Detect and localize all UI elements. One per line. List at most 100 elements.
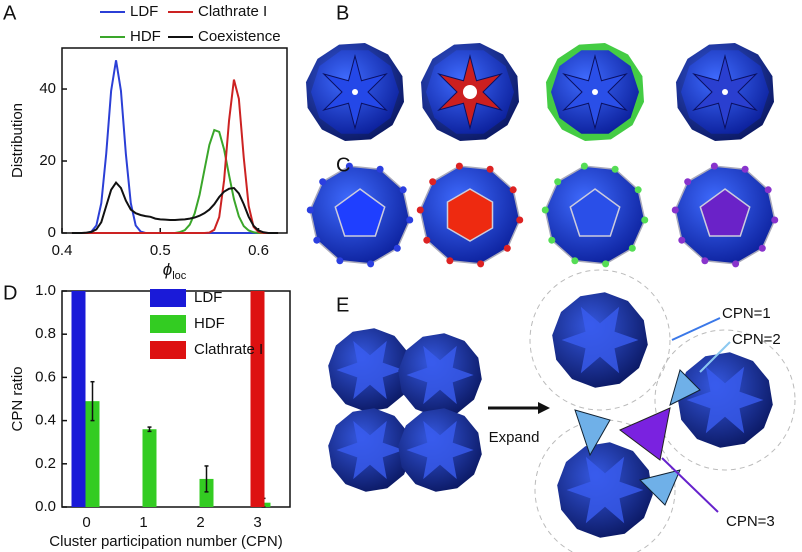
- vertex: [503, 244, 511, 252]
- vertex: [399, 186, 407, 194]
- annotation: CPN=3: [726, 513, 775, 530]
- vertex: [367, 260, 375, 268]
- legend-label: Coexistence: [198, 28, 281, 45]
- panel-letter: C: [336, 154, 350, 176]
- vertex: [684, 178, 692, 186]
- y-tick-label: 20: [39, 152, 56, 169]
- vertex: [611, 165, 619, 173]
- line-series: [71, 180, 279, 234]
- panel-letter: D: [3, 282, 17, 304]
- x-tick-label: 2: [196, 514, 204, 531]
- legend-swatch: [150, 341, 186, 359]
- x-tick-label: 0.4: [52, 242, 73, 259]
- legend-label: LDF: [130, 3, 158, 20]
- cage-star: [406, 345, 474, 405]
- annotation: CPN=1: [722, 305, 771, 322]
- vertex: [671, 206, 679, 214]
- vertex: [313, 236, 321, 244]
- vertex: [641, 216, 649, 224]
- x-tick-label: 0.5: [150, 242, 171, 259]
- vertex: [678, 236, 686, 244]
- x-tick-label: 0.6: [248, 242, 269, 259]
- bar: [71, 291, 86, 507]
- cluster-core: [592, 89, 598, 95]
- legend-label: HDF: [130, 28, 161, 45]
- y-tick-label: 0.4: [35, 412, 56, 429]
- dodecahedron-face: [446, 188, 494, 242]
- legend-swatch: [150, 315, 186, 333]
- vertex: [455, 162, 463, 170]
- cage-star: [566, 456, 644, 524]
- expand-arrowhead: [538, 402, 550, 414]
- y-tick-label: 0.2: [35, 455, 56, 472]
- x-tick-label: 0: [82, 514, 90, 531]
- panel-letter: B: [336, 2, 349, 24]
- vertex: [732, 260, 740, 268]
- tetra: [669, 369, 701, 406]
- vertex: [548, 236, 556, 244]
- dodecahedron-face: [699, 188, 751, 237]
- vertex: [393, 244, 401, 252]
- annotation: CPN=2: [732, 331, 781, 348]
- y-tick-label: 1.0: [35, 282, 56, 299]
- vertex: [345, 162, 353, 170]
- cage-star: [336, 420, 404, 480]
- vertex: [602, 260, 610, 268]
- y-tick-label: 0.0: [35, 498, 56, 515]
- cluster-core: [722, 89, 728, 95]
- x-axis-label: Cluster participation number (CPN): [49, 533, 282, 550]
- cage-star: [336, 340, 404, 400]
- cage-star: [561, 306, 639, 374]
- plot-frame: [61, 47, 288, 234]
- y-axis-label: CPN ratio: [9, 366, 26, 431]
- vertex: [423, 236, 431, 244]
- vertex: [580, 162, 588, 170]
- vertex: [634, 186, 642, 194]
- legend-swatch: [150, 289, 186, 307]
- vertex: [477, 260, 485, 268]
- vertex: [509, 186, 517, 194]
- x-tick-label: 1: [139, 514, 147, 531]
- y-tick-label: 0.6: [35, 368, 56, 385]
- vertex: [764, 186, 772, 194]
- pointer: [671, 317, 721, 341]
- legend-label: Clathrate I: [198, 3, 267, 20]
- line-series: [71, 60, 279, 234]
- vertex: [771, 216, 779, 224]
- vertex: [516, 216, 524, 224]
- pointer: [661, 457, 719, 513]
- bar: [85, 401, 100, 507]
- y-tick-label: 0: [48, 224, 56, 241]
- bar: [250, 291, 265, 507]
- vertex: [710, 162, 718, 170]
- bar: [142, 429, 157, 507]
- vertex: [701, 257, 709, 265]
- tetra: [639, 469, 681, 506]
- legend-label: HDF: [194, 315, 225, 332]
- vertex: [406, 216, 414, 224]
- vertex: [416, 206, 424, 214]
- cage-star: [686, 366, 764, 434]
- vertex: [376, 165, 384, 173]
- cage-star: [406, 420, 474, 480]
- y-tick-label: 40: [39, 80, 56, 97]
- panel-letter: E: [336, 294, 349, 316]
- vertex: [486, 165, 494, 173]
- vertex: [319, 178, 327, 186]
- x-axis-subscript: loc: [172, 270, 187, 282]
- x-axis-label: ϕloc: [163, 260, 187, 281]
- vertex: [429, 178, 437, 186]
- x-axis-symbol: ϕ: [163, 260, 172, 279]
- vertex: [741, 165, 749, 173]
- cage-outline: [654, 329, 796, 471]
- panel-letter: A: [3, 2, 17, 24]
- line-series: [71, 79, 279, 234]
- cage-outline: [529, 269, 671, 411]
- y-tick-label: 0.8: [35, 325, 56, 342]
- pointer: [699, 341, 731, 373]
- cluster-core: [463, 85, 477, 99]
- cage-outline: [534, 419, 676, 552]
- vertex: [541, 206, 549, 214]
- dodecahedron-face: [334, 188, 386, 237]
